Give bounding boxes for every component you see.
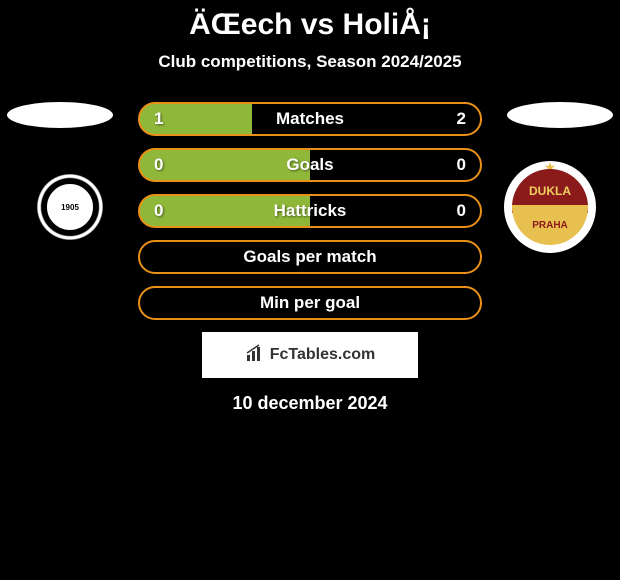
- chart-icon: [245, 343, 265, 368]
- stat-label: Goals: [286, 155, 333, 175]
- comparison-content: 1905 ★ DUKLA PRAHA 1 Matches 2 0 Goals 0…: [0, 102, 620, 414]
- player-placeholder-left: [7, 102, 113, 128]
- page-title: ÄŒech vs HoliÅ¡: [0, 0, 620, 52]
- hradec-badge-icon: 1905: [28, 165, 112, 249]
- stat-row-goals-per-match: Goals per match: [138, 240, 482, 274]
- stats-container: 1 Matches 2 0 Goals 0 0 Hattricks 0 Goal…: [138, 102, 482, 320]
- stat-left-value: 1: [154, 109, 163, 129]
- dukla-badge-icon: ★ DUKLA PRAHA: [504, 161, 596, 253]
- attribution-text: FcTables.com: [270, 346, 376, 364]
- stat-row-goals: 0 Goals 0: [138, 148, 482, 182]
- page-subtitle: Club competitions, Season 2024/2025: [0, 52, 620, 102]
- stat-left-value: 0: [154, 155, 163, 175]
- stat-label: Matches: [276, 109, 344, 129]
- stat-right-value: 2: [457, 109, 466, 129]
- stat-right-value: 0: [457, 201, 466, 221]
- stat-label: Hattricks: [274, 201, 347, 221]
- stat-label: Goals per match: [243, 247, 376, 267]
- stat-left-value: 0: [154, 201, 163, 221]
- stat-label: Min per goal: [260, 293, 360, 313]
- stat-right-value: 0: [457, 155, 466, 175]
- club-badge-left: 1905: [20, 157, 120, 257]
- stat-row-min-per-goal: Min per goal: [138, 286, 482, 320]
- player-placeholder-right: [507, 102, 613, 128]
- club-badge-right: ★ DUKLA PRAHA: [500, 157, 600, 257]
- fctables-logo: FcTables.com: [245, 343, 376, 368]
- hradec-badge-year: 1905: [45, 182, 95, 232]
- stat-row-matches: 1 Matches 2: [138, 102, 482, 136]
- dukla-badge-bottom: PRAHA: [512, 205, 588, 245]
- attribution-box[interactable]: FcTables.com: [202, 332, 418, 378]
- date-text: 10 december 2024: [0, 393, 620, 414]
- stat-row-hattricks: 0 Hattricks 0: [138, 194, 482, 228]
